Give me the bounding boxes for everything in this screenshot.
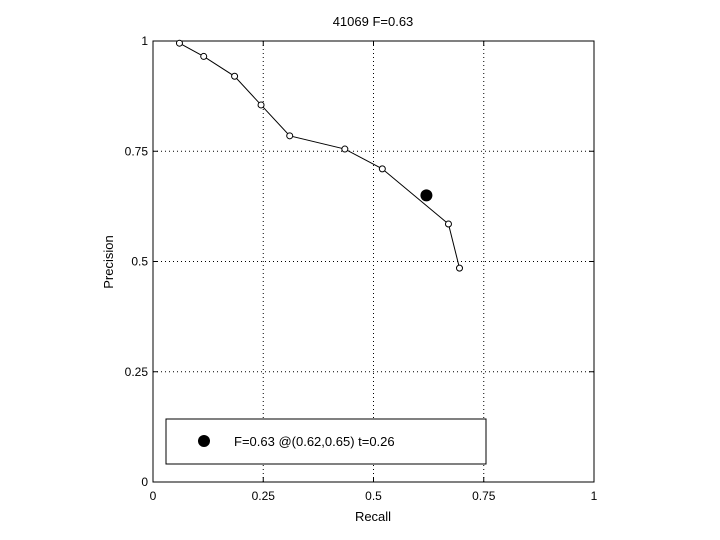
data-point	[200, 52, 208, 60]
axis-ticks	[152, 40, 595, 483]
x-tick-label: 0	[150, 489, 157, 503]
data-point	[257, 101, 265, 109]
best-f-point	[420, 189, 433, 202]
data-point	[175, 39, 183, 47]
data-point	[444, 220, 452, 228]
chart-title: 41069 F=0.63	[333, 14, 414, 29]
legend-box	[165, 418, 487, 465]
legend-entry: F=0.63 @(0.62,0.65) t=0.26	[234, 434, 395, 449]
x-tick-label: 0.25	[252, 489, 276, 503]
data-point	[286, 132, 294, 140]
x-tick-label: 1	[591, 489, 598, 503]
data-point	[455, 264, 463, 272]
legend-marker	[198, 435, 210, 447]
y-axis-title: Precision	[101, 235, 116, 288]
grid	[153, 41, 594, 482]
highlight-layer	[420, 189, 433, 202]
y-tick-label: 0.5	[131, 255, 148, 269]
y-tick-label: 0.25	[125, 365, 149, 379]
y-tick-label: 0	[141, 475, 148, 489]
y-tick-labels: 0 0.25 0.5 0.75 1	[125, 34, 149, 489]
x-tick-label: 0.75	[472, 489, 496, 503]
series-precision-recall	[175, 39, 463, 272]
data-point	[378, 165, 386, 173]
y-tick-label: 0.75	[125, 144, 149, 158]
x-tick-label: 0.5	[365, 489, 382, 503]
legend: F=0.63 @(0.62,0.65) t=0.26	[165, 418, 487, 465]
y-tick-label: 1	[141, 34, 148, 48]
data-point	[341, 145, 349, 153]
x-axis-title: Recall	[355, 509, 391, 524]
x-tick-labels: 0 0.25 0.5 0.75 1	[150, 489, 598, 503]
data-point	[231, 72, 239, 80]
